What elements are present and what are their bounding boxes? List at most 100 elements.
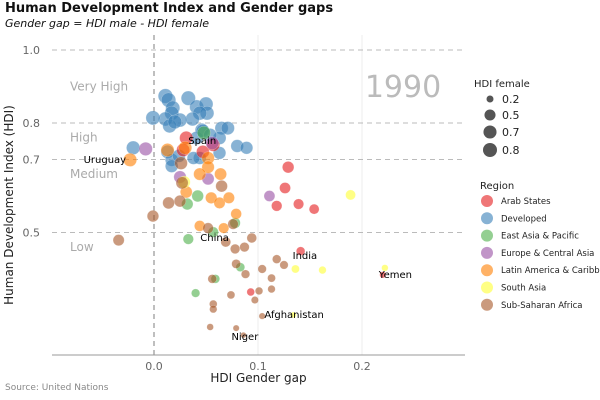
data-point <box>112 234 125 247</box>
data-point <box>185 111 200 127</box>
data-point <box>232 324 240 332</box>
region-legend-label: Sub-Saharan Africa <box>501 301 582 311</box>
region-legend-swatch <box>481 298 493 311</box>
size-legend-circle <box>483 125 497 139</box>
data-point <box>308 203 320 215</box>
data-point <box>191 189 204 203</box>
points-group <box>112 88 389 339</box>
size-legend-circle <box>483 143 497 157</box>
region-legend-label: South Asia <box>501 284 546 294</box>
data-point <box>160 143 175 157</box>
data-point <box>167 114 182 130</box>
data-point <box>258 312 266 320</box>
data-point <box>175 176 189 190</box>
country-label: Afghanistan <box>264 310 324 321</box>
data-point <box>205 136 219 150</box>
hdi-band-label: High <box>70 131 98 145</box>
chart-title: Human Development Index and Gender gaps <box>5 1 334 16</box>
data-point <box>345 189 356 201</box>
data-point <box>267 273 276 283</box>
data-point <box>213 197 226 209</box>
data-point <box>271 200 283 212</box>
country-label: China <box>200 233 229 244</box>
data-point <box>279 182 291 194</box>
country-label: Yemen <box>378 270 412 281</box>
color-legend-title: Region <box>480 181 514 192</box>
data-point <box>146 210 159 223</box>
data-point <box>381 264 389 272</box>
region-legend-label: Europe & Central Asia <box>501 249 594 259</box>
data-point <box>215 180 228 193</box>
y-tick-label: 0.5 <box>23 227 41 240</box>
data-point <box>290 311 297 319</box>
data-point <box>123 152 137 167</box>
data-point <box>197 125 211 140</box>
data-point <box>279 260 289 270</box>
data-point <box>379 271 387 279</box>
data-point <box>222 191 235 204</box>
data-point <box>145 110 161 126</box>
data-point <box>257 264 267 274</box>
data-point <box>220 121 235 135</box>
region-legend-label: East Asia & Pacific <box>501 232 579 242</box>
source-note: Source: United Nations <box>5 383 109 393</box>
data-point <box>240 331 247 339</box>
size-legend-label: 0.7 <box>502 126 520 139</box>
data-point <box>254 286 264 295</box>
data-point <box>218 222 230 234</box>
data-point <box>207 274 217 284</box>
region-legend-swatch <box>481 281 493 294</box>
data-point <box>206 323 214 331</box>
region-legend-label: Arab States <box>501 197 551 207</box>
data-point <box>240 141 254 155</box>
data-point <box>267 285 276 294</box>
data-point <box>246 232 257 244</box>
size-legend-label: 0.2 <box>502 93 520 106</box>
size-legend-circle <box>484 109 496 121</box>
data-point <box>291 264 300 274</box>
data-point <box>231 259 241 269</box>
region-legend-swatch <box>481 212 493 225</box>
data-point <box>230 208 242 220</box>
data-point <box>263 190 276 202</box>
data-point <box>296 246 306 256</box>
x-axis-title: HDI Gender gap <box>210 371 306 385</box>
data-point <box>272 254 282 264</box>
data-point <box>202 222 214 234</box>
y-axis-title: Human Development Index (HDI) <box>2 105 16 305</box>
data-point <box>201 160 215 174</box>
y-tick-label: 0.7 <box>23 154 41 167</box>
region-legend-swatch <box>481 195 493 207</box>
data-point <box>214 167 227 181</box>
country-label: Uruguay <box>84 155 127 166</box>
data-point <box>250 296 259 304</box>
x-tick-label: 0.0 <box>145 360 163 373</box>
data-point <box>178 141 193 155</box>
data-point <box>191 288 201 298</box>
data-point <box>174 156 188 170</box>
data-point <box>193 167 207 181</box>
region-legend-swatch <box>481 229 493 242</box>
data-point <box>138 141 153 156</box>
region-legend-swatch <box>481 246 493 259</box>
size-legend-label: 0.8 <box>502 144 520 157</box>
x-tick-label: 0.1 <box>249 360 267 373</box>
data-point <box>293 198 304 210</box>
data-point <box>227 218 239 230</box>
data-point <box>246 287 255 297</box>
data-point <box>209 305 218 314</box>
size-legend-label: 0.5 <box>502 109 520 122</box>
country-label: Spain <box>188 136 216 147</box>
region-legend-label: Latin America & Caribbean <box>501 266 600 276</box>
data-point <box>182 233 194 245</box>
data-point <box>186 151 201 165</box>
size-legend-circle <box>486 95 494 103</box>
x-tick-label: 0.2 <box>353 360 371 373</box>
data-point <box>239 242 250 253</box>
hdi-band-label: Medium <box>70 167 118 181</box>
y-tick-label: 0.8 <box>23 117 41 130</box>
data-point <box>230 243 241 254</box>
hdi-band-label: Low <box>70 240 94 254</box>
data-point <box>318 266 327 275</box>
